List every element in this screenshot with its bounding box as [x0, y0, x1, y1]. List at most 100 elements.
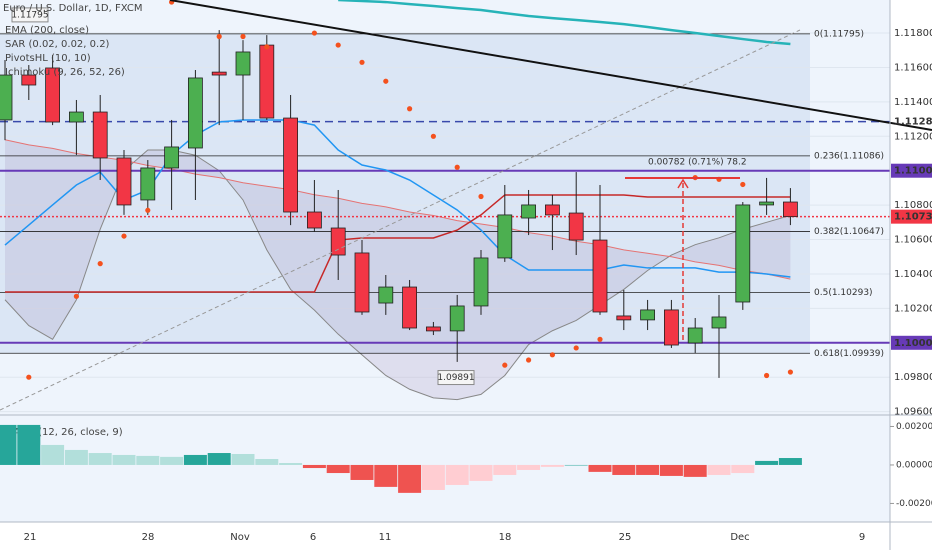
candle-body: [378, 286, 394, 304]
macd-bar: [636, 464, 660, 475]
ichimoku-cloud: [5, 139, 791, 400]
candle-body: [0, 74, 13, 121]
indicator-label: SAR (0.02, 0.02, 0.2): [5, 39, 110, 50]
sar-dot: [145, 207, 151, 213]
macd-bar: [398, 464, 422, 493]
candle-body: [449, 305, 465, 332]
macd-bar: [778, 458, 802, 465]
candle-body: [402, 286, 418, 329]
sar-dot: [264, 44, 270, 50]
pivot-box: [11, 7, 49, 23]
y-tick-label: 1.11800: [894, 28, 932, 39]
trend-line-dashed: [0, 29, 801, 411]
x-tick-label: Dec: [730, 532, 749, 543]
x-tick-label: 25: [619, 532, 632, 543]
macd-bar: [0, 424, 17, 465]
sar-dot: [311, 30, 317, 36]
macd-bar: [469, 464, 493, 481]
y-tick-label: 1.09600: [894, 407, 932, 418]
candle-body: [497, 214, 513, 259]
candle-body: [21, 74, 37, 86]
y-tick-label: 1.10800: [894, 200, 932, 211]
macd-label: MACD (12, 26, close, 9): [5, 427, 123, 438]
macd-bar: [17, 424, 41, 465]
macd-tick-label: 0.00200: [896, 422, 932, 432]
sar-dot: [240, 33, 246, 40]
candle-body: [283, 117, 299, 213]
candle-body: [568, 212, 584, 241]
macd-bar: [255, 458, 279, 465]
price-label: 1.11285: [894, 117, 932, 128]
candle-body: [187, 77, 203, 149]
candle-body: [521, 204, 536, 219]
pivot-label: 1.09891: [437, 373, 474, 383]
candle-body: [330, 227, 346, 256]
sar-dot: [97, 261, 103, 267]
candle-body: [592, 239, 608, 313]
macd-bar: [588, 464, 612, 472]
price-label: 1.10733: [894, 212, 932, 223]
sar-dot: [216, 33, 222, 40]
candle-body: [211, 71, 227, 76]
x-tick-label: 6: [310, 532, 316, 543]
candle-body: [735, 204, 751, 303]
macd-bar: [279, 463, 303, 465]
sar-dot: [740, 181, 746, 188]
macd-bar: [683, 464, 707, 477]
indicator-label: EMA (200, close): [5, 25, 89, 36]
sar-dot: [335, 42, 341, 48]
macd-bar: [160, 456, 184, 465]
y-tick-label: 1.11400: [894, 97, 932, 108]
sar-dot: [526, 357, 532, 363]
sar-dot: [478, 193, 484, 200]
macd-bar: [540, 464, 564, 467]
sar-dot: [454, 164, 460, 170]
candle-body: [664, 309, 679, 346]
x-tick-label: 28: [142, 532, 155, 543]
y-tick-label: 1.09800: [894, 372, 932, 383]
price-label-bg: [891, 209, 932, 224]
sar-dot: [383, 78, 389, 84]
sar-dot: [407, 106, 413, 112]
tenkan-line: [4, 119, 791, 278]
macd-bar: [64, 449, 88, 465]
macd-bar: [231, 453, 255, 465]
sar-dot: [26, 374, 32, 380]
macd-bar: [612, 464, 636, 475]
sar-dot: [502, 362, 508, 368]
candle-body: [640, 309, 655, 321]
macd-bar: [326, 464, 350, 474]
x-tick-label: 18: [499, 532, 512, 543]
x-tick-label: 21: [24, 532, 37, 543]
macd-bar: [707, 464, 731, 475]
macd-bar: [350, 464, 374, 480]
candle-body: [616, 315, 632, 321]
macd-bar: [445, 464, 469, 485]
candle-body: [116, 157, 132, 206]
x-tick-label: 11: [379, 532, 392, 543]
candle-body: [354, 252, 370, 313]
candle-body: [140, 167, 156, 201]
sar-dot: [597, 336, 603, 342]
span-b-line: [4, 139, 791, 280]
fib-label: 0.5(1.10293): [814, 288, 873, 298]
sar-dot: [549, 352, 556, 358]
y-tick-label: 1.10600: [894, 235, 932, 246]
y-tick-label: 1.10400: [894, 269, 932, 280]
sar-dot: [573, 345, 579, 351]
x-tick-label: 9: [859, 532, 865, 543]
candle-body: [45, 67, 60, 123]
candle-body: [69, 111, 84, 123]
macd-bar: [421, 464, 445, 490]
candle-body: [259, 44, 275, 119]
macd-bar: [564, 464, 588, 466]
sar-dot: [764, 372, 770, 379]
sar-dot: [73, 293, 79, 299]
price-label: 1.11000: [894, 166, 932, 177]
price-label-bg: [891, 163, 932, 178]
candle-body: [92, 111, 108, 159]
macd-bar: [183, 454, 207, 465]
indicator-label: PivotsHL (10, 10): [5, 53, 91, 64]
